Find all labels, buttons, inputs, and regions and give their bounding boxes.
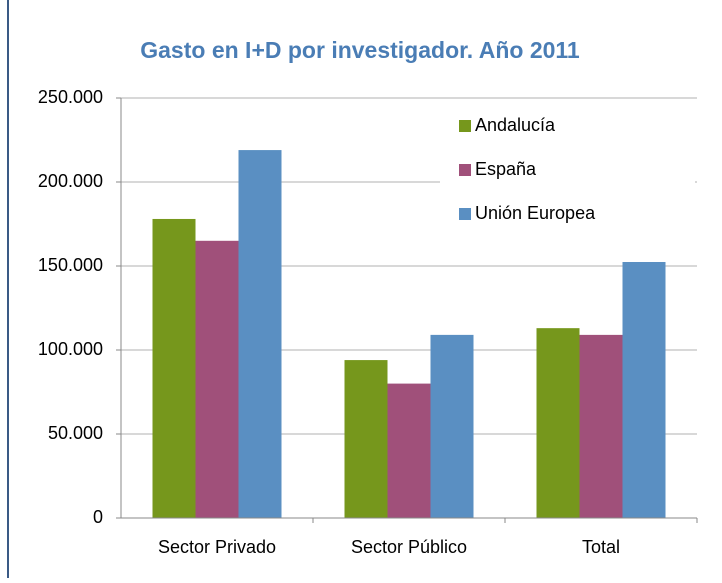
bar	[152, 218, 196, 518]
bar	[430, 334, 474, 518]
x-tick-label: Sector Privado	[158, 537, 276, 557]
bar	[387, 383, 431, 518]
y-tick-label: 150.000	[38, 255, 103, 275]
bar	[622, 249, 666, 518]
legend-box	[440, 104, 695, 262]
legend-swatch	[459, 164, 471, 176]
x-tick-label: Sector Público	[351, 537, 467, 557]
y-tick-label: 50.000	[48, 423, 103, 443]
bar	[344, 360, 388, 518]
y-tick-label: 200.000	[38, 171, 103, 191]
bar	[195, 240, 239, 519]
legend-label: Andalucía	[475, 115, 556, 135]
bar	[238, 150, 282, 518]
legend-swatch	[459, 208, 471, 220]
legend-swatch	[459, 120, 471, 132]
chart-title: Gasto en I+D por investigador. Año 2011	[140, 37, 580, 63]
legend-label: España	[475, 159, 537, 179]
y-tick-label: 100.000	[38, 339, 103, 359]
legend-label: Unión Europea	[475, 203, 596, 223]
y-tick-label: 250.000	[38, 87, 103, 107]
bar	[579, 334, 623, 518]
y-tick-label: 0	[93, 507, 103, 527]
bar	[536, 328, 580, 518]
x-tick-label: Total	[582, 537, 620, 557]
